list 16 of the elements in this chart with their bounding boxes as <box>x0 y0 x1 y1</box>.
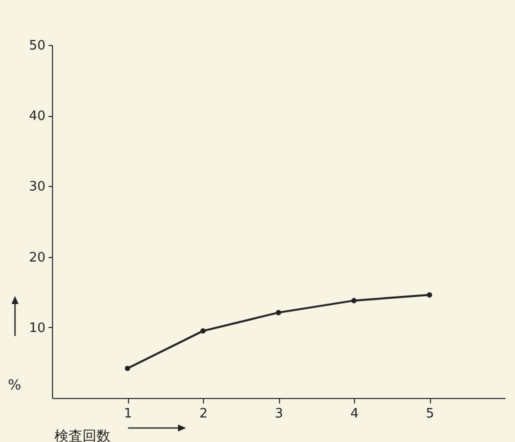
y-tick-label: 40 <box>28 109 46 124</box>
x-tick-label: 3 <box>274 406 284 422</box>
point <box>426 292 432 298</box>
point <box>276 310 282 316</box>
y-tick-label: 50 <box>28 38 46 54</box>
x-tick-label: 5 <box>426 406 434 422</box>
y-tick-label: 30 <box>28 180 46 195</box>
y-tick-label: 20 <box>28 250 46 266</box>
y-axis-title: % <box>8 378 22 394</box>
x-tick-label: 1 <box>124 406 132 422</box>
point <box>351 298 357 304</box>
x-tick-label: 4 <box>350 406 359 422</box>
point <box>124 366 130 371</box>
y-tick-label: 10 <box>28 320 46 336</box>
point <box>200 328 206 334</box>
x-tick-label: 2 <box>199 406 208 422</box>
